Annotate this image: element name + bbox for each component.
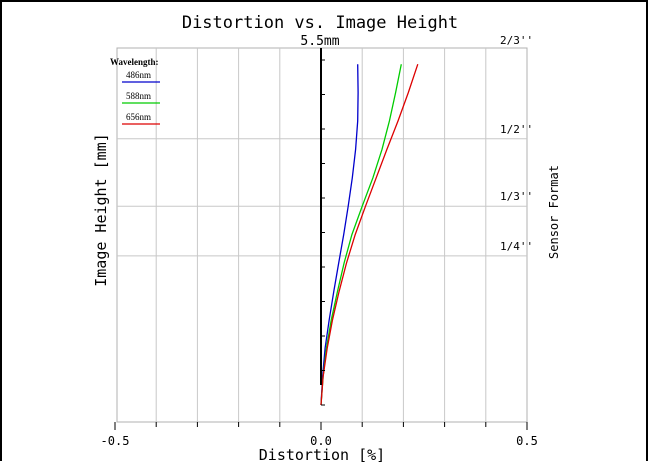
x-tick-labels: -0.5 0.0 0.5: [101, 434, 538, 448]
chart-title: Distortion vs. Image Height: [182, 13, 458, 33]
series-line-486nm: [320, 64, 359, 406]
axis-ticks: [114, 59, 528, 430]
sensor-format-axis-label: Sensor Format: [547, 165, 561, 259]
y-axis-label: Image Height [mm]: [92, 133, 110, 287]
series-line-588nm: [320, 64, 402, 406]
legend-items: 486nm 588nm 656nm: [122, 70, 160, 125]
x-tick-label: -0.5: [101, 434, 130, 448]
sensor-format-labels: 2/3'' 1/2'' 1/3'' 1/4'': [500, 34, 533, 253]
series-line-656nm: [320, 63, 419, 406]
sensor-format-label: 1/3'': [500, 190, 533, 203]
sensor-format-label: 2/3'': [500, 34, 533, 47]
legend-title: Wavelength:: [110, 57, 159, 67]
legend-label-588nm: 588nm: [126, 91, 151, 101]
grid: [155, 48, 487, 422]
legend-label-656nm: 656nm: [126, 112, 151, 122]
sensor-format-label: 1/4'': [500, 240, 533, 253]
x-tick-label: 0.5: [516, 434, 538, 448]
chart-subtitle: 5.5mm: [300, 34, 339, 49]
sensor-format-label: 1/2'': [500, 123, 533, 136]
x-axis-label: Distortion [%]: [259, 446, 385, 463]
legend: Wavelength: 486nm 588nm 656nm: [110, 57, 160, 125]
distortion-curves: [320, 63, 419, 406]
x-tick-label: 0.0: [310, 434, 332, 448]
legend-label-486nm: 486nm: [126, 70, 151, 80]
